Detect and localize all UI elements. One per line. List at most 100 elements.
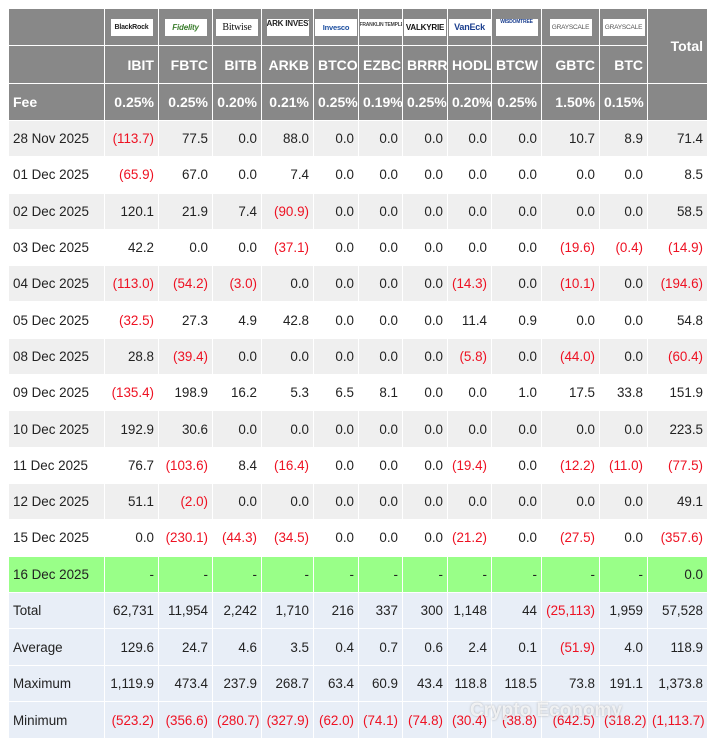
stats-cell: 43.4 [402, 664, 448, 703]
flow-cell: - [212, 555, 262, 593]
flow-cell: 7.4 [212, 192, 262, 230]
stats-cell: (30.4) [447, 701, 492, 739]
row-date: 02 Dec 2025 [8, 192, 105, 230]
flow-cell: 0.0 [358, 156, 403, 194]
stats-cell: 1,148 [447, 591, 492, 630]
flow-cell: (19.6) [541, 228, 600, 267]
flow-cell: 0.0 [358, 192, 403, 230]
flow-cell: 33.8 [599, 374, 648, 412]
flow-cell: 0.0 [313, 119, 359, 158]
stats-row: Maximum 1,119.9 473.4 237.9 268.7 63.4 60.9 43.… [8, 664, 708, 703]
flow-cell: 0.0 [358, 519, 403, 557]
flow-cell: - [313, 555, 359, 593]
fund-ticker: ARKB [261, 45, 314, 84]
flow-cell: (10.1) [541, 265, 600, 303]
flow-cell: (90.9) [261, 192, 314, 230]
row-date: 16 Dec 2025 [8, 555, 105, 593]
fund-logo-cell: GRAYSCALE [599, 8, 648, 46]
stats-label: Total [8, 591, 105, 630]
flow-cell: 11.4 [447, 301, 492, 339]
stats-cell: (327.9) [261, 701, 314, 739]
stats-cell: 1,959 [599, 591, 648, 630]
flow-cell: 0.0 [313, 192, 359, 230]
table-row: 16 Dec 2025- - - - - - - - - - -0.0 [8, 555, 708, 593]
flow-cell: (44.3) [212, 519, 262, 557]
fund-logo-cell: VALKYRIE [402, 8, 448, 46]
stats-label: Average [8, 628, 105, 666]
flow-cell: 0.0 [358, 482, 403, 521]
flow-cell: 0.0 [491, 119, 542, 158]
row-total: 49.1 [647, 482, 708, 521]
stats-cell: 118.8 [447, 664, 492, 703]
stats-row: Total 62,731 11,954 2,242 1,710 216 337 300 1,14… [8, 591, 708, 630]
fund-logo: VanEck [448, 18, 491, 36]
flow-cell: 0.0 [402, 119, 448, 158]
stats-cell: (356.6) [158, 701, 213, 739]
flow-cell: 0.0 [447, 410, 492, 448]
flow-cell: 0.0 [491, 192, 542, 230]
flow-cell: 0.0 [447, 482, 492, 521]
flow-cell: (37.1) [261, 228, 314, 267]
flow-cell: 0.0 [313, 446, 359, 484]
stats-cell: 1,710 [261, 591, 314, 630]
fund-logo: GRAYSCALE [602, 18, 645, 36]
fund-fee: 0.25% [491, 83, 542, 121]
flow-cell: 0.0 [358, 265, 403, 303]
stats-cell: 237.9 [212, 664, 262, 703]
flow-cell: 0.0 [358, 301, 403, 339]
stats-cell: 44 [491, 591, 542, 630]
fund-logo: WISDOMTREE [495, 18, 538, 36]
flow-cell: 0.0 [402, 156, 448, 194]
flow-cell: (3.0) [212, 265, 262, 303]
flow-cell: (113.7) [104, 119, 159, 158]
stats-cell: 118.5 [491, 664, 542, 703]
flow-cell: 0.0 [104, 519, 159, 557]
flow-cell: 0.0 [402, 374, 448, 412]
stats-row: Minimum (523.2) (356.6) (280.7) (327.9) (62.0… [8, 701, 708, 739]
flow-cell: 0.0 [358, 119, 403, 158]
flow-cell: 0.0 [599, 301, 648, 339]
table-row: 09 Dec 2025 (135.4) 198.9 16.2 5.3 6.5 8.1 0.0 0… [8, 374, 708, 412]
row-date: 05 Dec 2025 [8, 301, 105, 339]
flow-cell: 0.0 [491, 410, 542, 448]
stats-cell: 11,954 [158, 591, 213, 630]
flow-cell: (5.8) [447, 337, 492, 376]
flow-cell: - [599, 555, 648, 593]
flow-cell: 30.6 [158, 410, 213, 448]
flow-cell: (16.4) [261, 446, 314, 484]
stats-cell: 24.7 [158, 628, 213, 666]
stats-cell: (642.5) [541, 701, 600, 739]
stats-cell: (318.2) [599, 701, 648, 739]
fund-fee: 0.25% [313, 83, 359, 121]
flow-cell: - [104, 555, 159, 593]
stats-cell: 73.8 [541, 664, 600, 703]
flow-cell: 0.0 [402, 301, 448, 339]
stats-total: (1,113.7) [647, 701, 708, 739]
flow-cell: 0.0 [402, 482, 448, 521]
fund-logo-cell: ARK INVEST [261, 8, 314, 46]
flow-cell: 0.0 [261, 482, 314, 521]
flow-cell: 51.1 [104, 482, 159, 521]
flow-cell: 0.0 [599, 192, 648, 230]
flow-cell: 0.0 [358, 410, 403, 448]
stats-cell: 0.1 [491, 628, 542, 666]
fund-fee: 0.25% [402, 83, 448, 121]
flow-cell: 0.0 [599, 482, 648, 521]
flow-cell: 0.0 [358, 446, 403, 484]
flow-cell: (34.5) [261, 519, 314, 557]
stats-cell: 3.5 [261, 628, 314, 666]
flow-cell: 0.0 [447, 374, 492, 412]
flow-cell: (14.3) [447, 265, 492, 303]
fund-ticker: BTC [599, 45, 648, 84]
flow-cell: - [358, 555, 403, 593]
fund-logo-cell: GRAYSCALE [541, 8, 600, 46]
flow-cell: (39.4) [158, 337, 213, 376]
row-date: 08 Dec 2025 [8, 337, 105, 376]
row-date: 04 Dec 2025 [8, 265, 105, 303]
flow-cell: 0.0 [599, 156, 648, 194]
fund-ticker: IBIT [104, 45, 159, 84]
flow-cell: 0.0 [313, 519, 359, 557]
fund-logo: BlackRock [110, 18, 153, 36]
flow-cell: (103.6) [158, 446, 213, 484]
flow-cell: 5.3 [261, 374, 314, 412]
